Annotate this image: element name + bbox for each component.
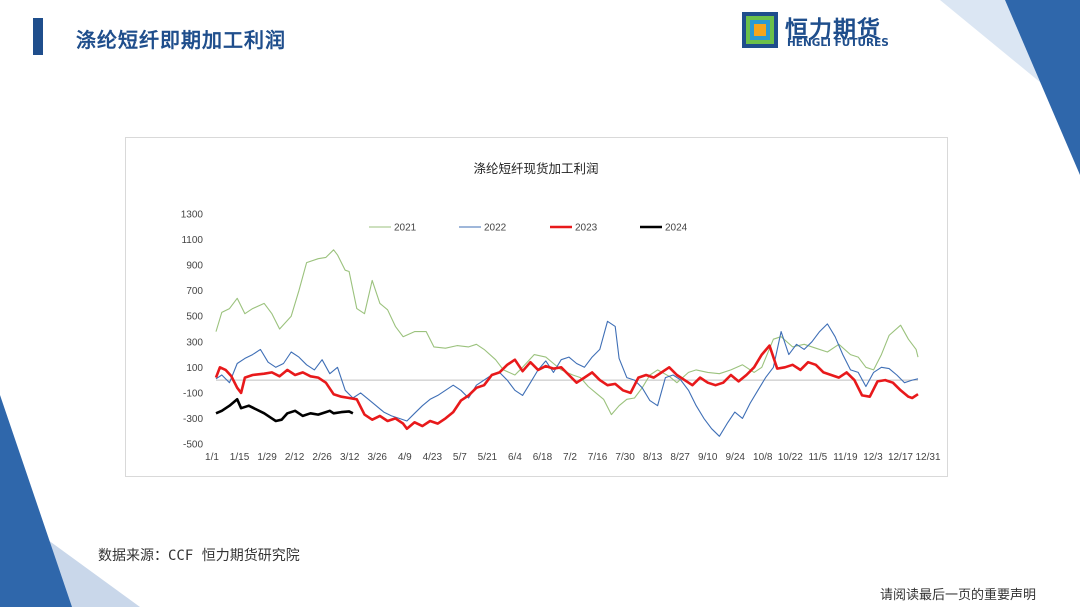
x-tick-label: 10/22	[778, 452, 803, 463]
x-tick-label: 1/29	[257, 452, 277, 463]
x-tick-label: 7/30	[615, 452, 635, 463]
legend-label-2021: 2021	[394, 223, 417, 234]
logo-english-text: HENGLI FUTURES	[787, 37, 889, 49]
company-logo: 恒力期货 HENGLI FUTURES	[742, 10, 907, 50]
y-tick-label: 900	[186, 261, 203, 272]
corner-decoration-bottom-left	[0, 395, 140, 607]
x-tick-label: 10/8	[753, 452, 773, 463]
legend-label-2022: 2022	[484, 223, 507, 234]
chart-frame: 涤纶短纤现货加工利润 1300 1100 900 700 500 300 100 -100 -3…	[125, 137, 948, 477]
y-tick-label: 500	[186, 312, 203, 323]
x-tick-label: 5/21	[478, 452, 498, 463]
x-tick-label: 3/26	[367, 452, 387, 463]
logo-mark-icon	[742, 12, 778, 48]
x-tick-label: 11/19	[833, 452, 858, 463]
logo-chinese-text: 恒力期货	[785, 17, 881, 43]
x-tick-label: 9/24	[725, 452, 745, 463]
x-tick-label: 3/12	[340, 452, 360, 463]
legend-label-2023: 2023	[575, 223, 598, 234]
x-axis: 1/1 1/15 1/29 2/12 2/26 3/12 3/26 4/9 4/23 5/7 5/2…	[205, 452, 941, 463]
x-tick-label: 12/17	[888, 452, 913, 463]
x-tick-label: 2/12	[285, 452, 305, 463]
x-tick-label: 12/31	[915, 452, 940, 463]
chart-legend: 2021 2022 2023 2024	[369, 223, 688, 234]
page-title: 涤纶短纤即期加工利润	[76, 28, 286, 52]
x-tick-label: 6/18	[533, 452, 553, 463]
corner-decoration-top-right	[940, 0, 1080, 175]
series-line-2022	[215, 320, 919, 437]
data-source-note: 数据来源：CCF 恒力期货研究院	[98, 548, 300, 564]
chart-title: 涤纶短纤现货加工利润	[473, 161, 598, 176]
y-axis: 1300 1100 900 700 500 300 100 -100 -300 -500	[181, 210, 918, 451]
x-tick-label: 8/27	[670, 452, 690, 463]
x-tick-label: 12/3	[863, 452, 883, 463]
y-tick-label: 300	[186, 337, 203, 348]
x-tick-label: 1/15	[230, 452, 250, 463]
x-tick-label: 4/9	[398, 452, 412, 463]
x-tick-label: 9/10	[698, 452, 718, 463]
y-tick-label: 700	[186, 286, 203, 297]
series-lines	[214, 249, 919, 437]
y-tick-label: 100	[186, 363, 203, 374]
disclaimer-note: 请阅读最后一页的重要声明	[880, 588, 1037, 603]
y-tick-label: 1100	[181, 235, 203, 246]
series-line-2021	[215, 249, 919, 416]
profit-line-chart: 涤纶短纤现货加工利润 1300 1100 900 700 500 300 100 -100 -3…	[181, 161, 941, 463]
y-tick-label: 1300	[181, 210, 204, 221]
x-tick-label: 1/1	[205, 452, 219, 463]
x-tick-label: 7/16	[588, 452, 608, 463]
x-tick-label: 6/4	[508, 452, 522, 463]
legend-label-2024: 2024	[665, 223, 688, 234]
x-tick-label: 4/23	[423, 452, 443, 463]
x-tick-label: 5/7	[453, 452, 467, 463]
title-accent-bar	[33, 18, 43, 55]
series-line-2023	[214, 344, 919, 430]
series-line-2024	[215, 398, 354, 423]
y-tick-label: -100	[183, 388, 203, 399]
x-tick-label: 7/2	[563, 452, 577, 463]
y-tick-label: -300	[183, 414, 203, 425]
x-tick-label: 2/26	[312, 452, 332, 463]
x-tick-label: 8/13	[643, 452, 663, 463]
y-tick-label: -500	[183, 440, 203, 451]
x-tick-label: 11/5	[808, 452, 827, 463]
